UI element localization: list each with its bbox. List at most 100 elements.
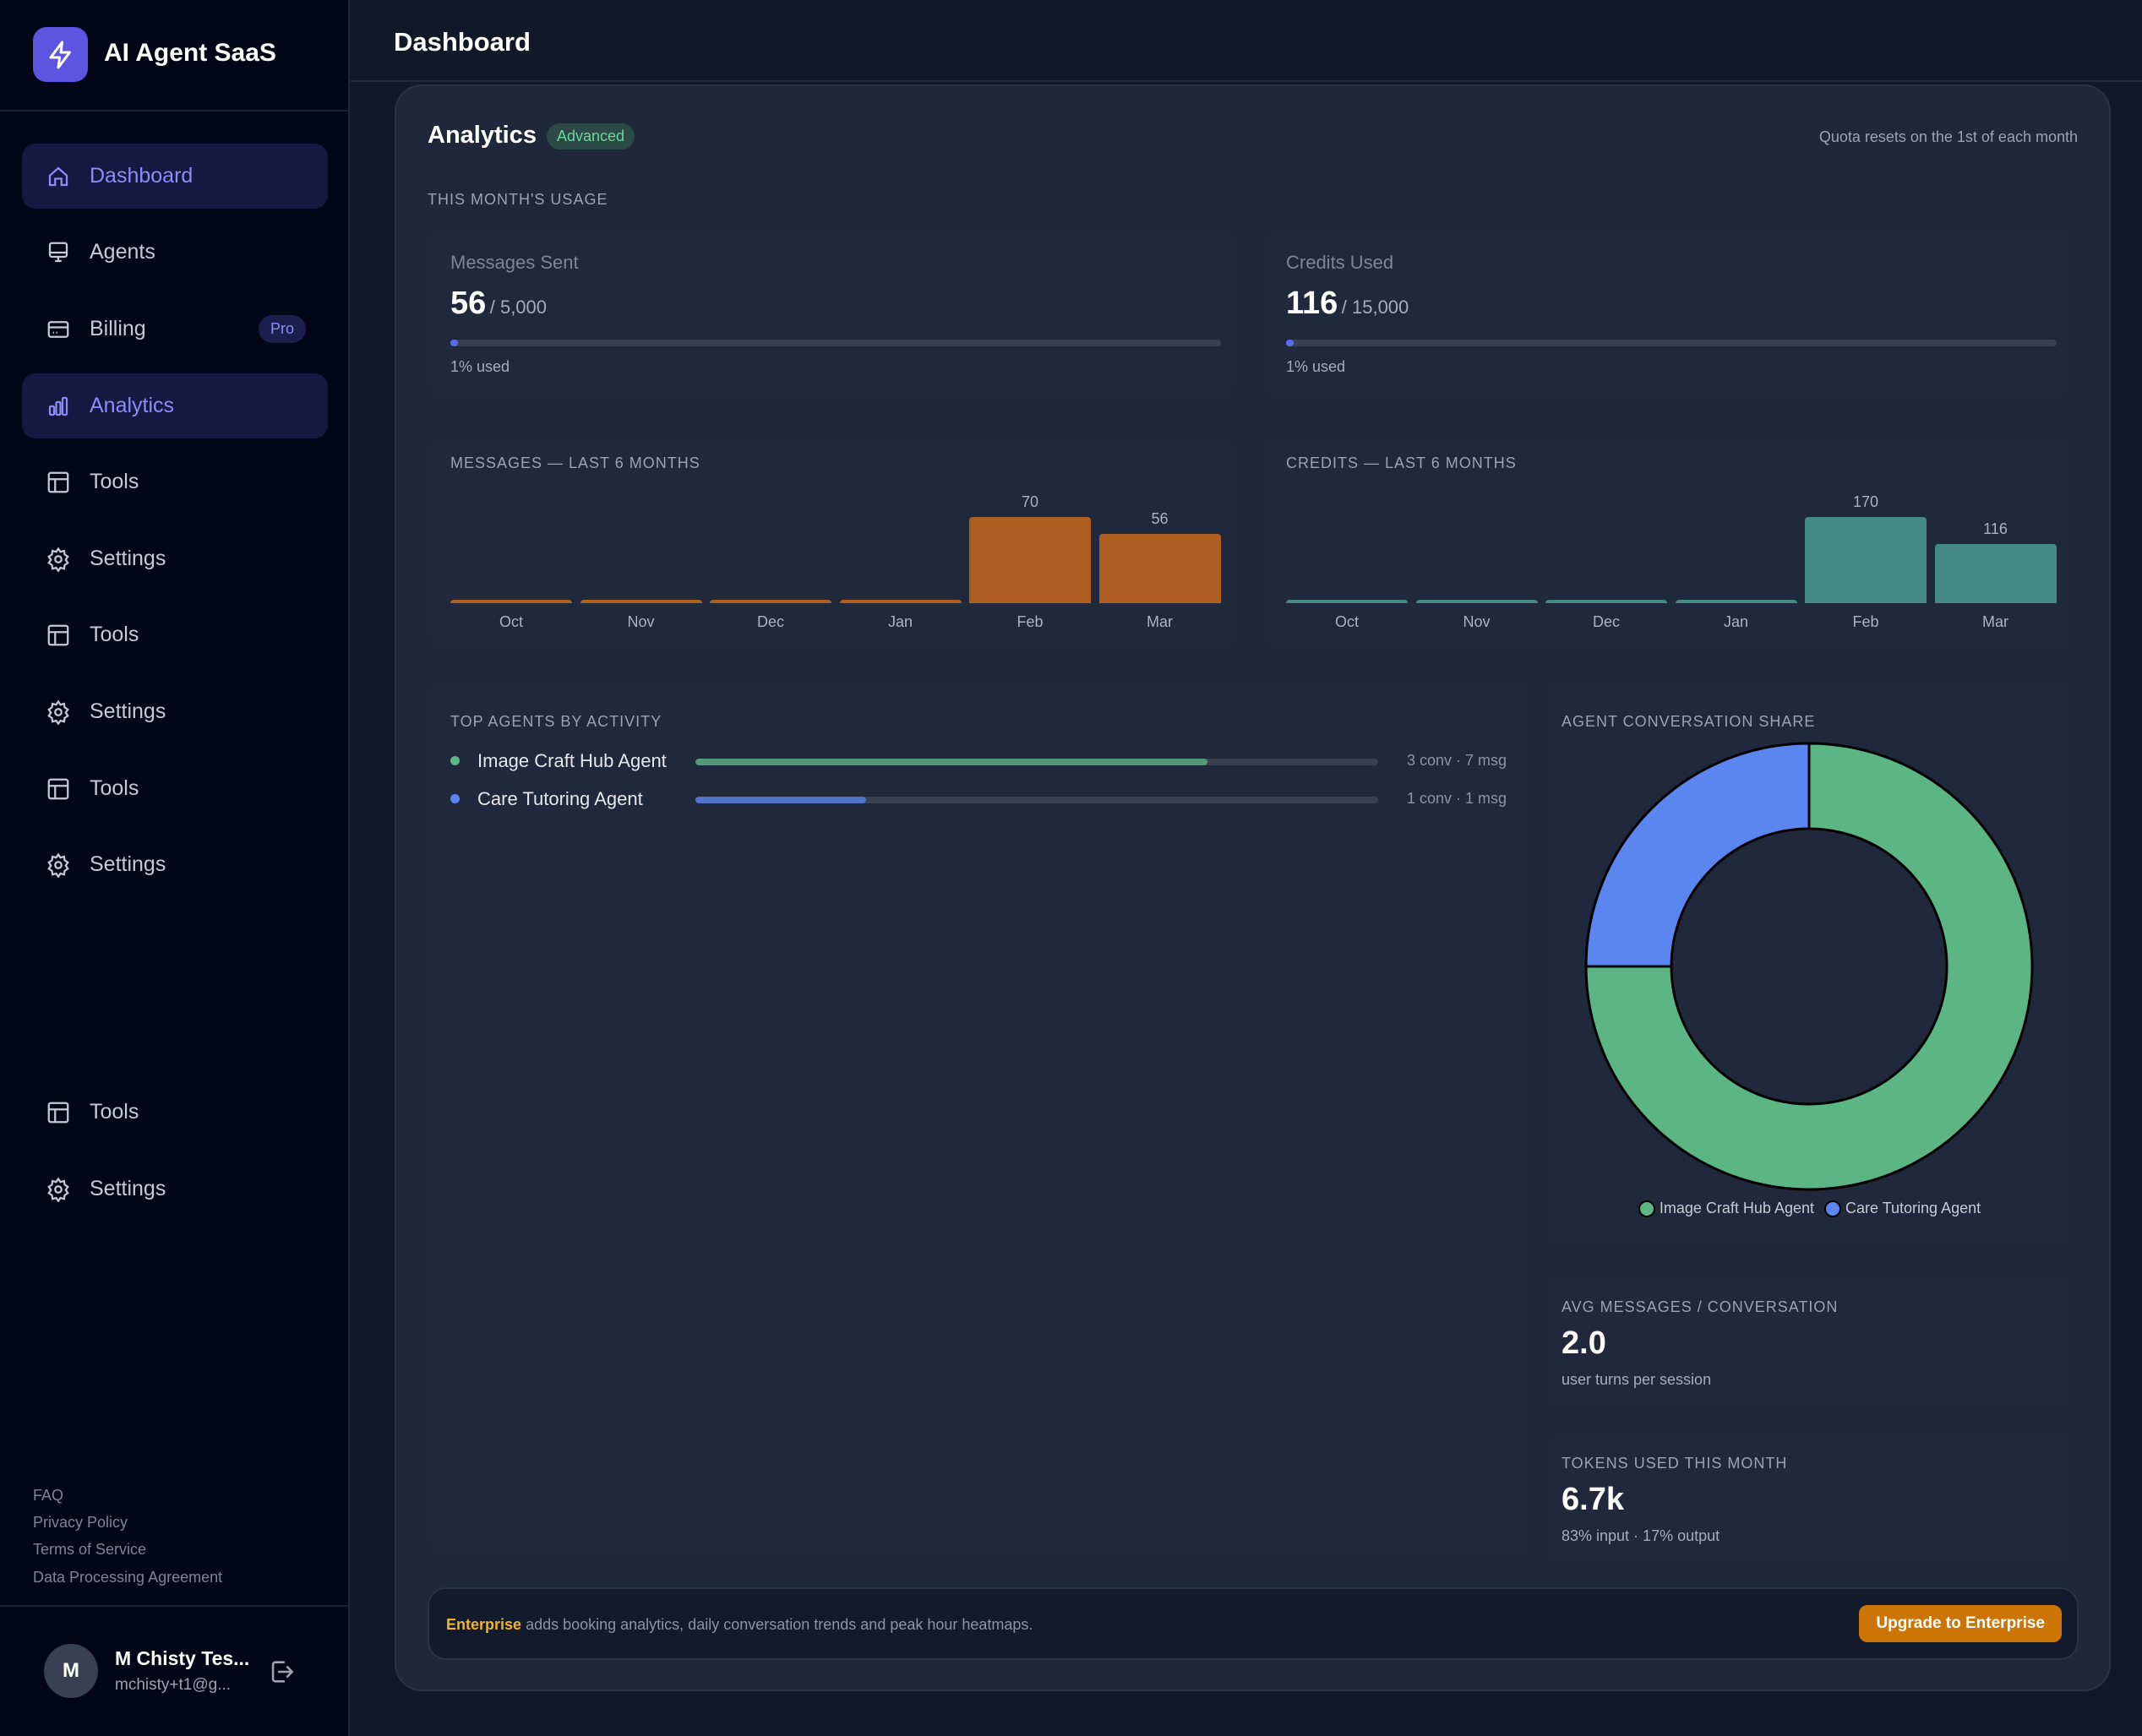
advanced-badge: Advanced (547, 123, 635, 150)
donut-legend: Image Craft Hub Agent Care Tutoring Agen… (1546, 1200, 2073, 1218)
messages-chart-title: MESSAGES — LAST 6 MONTHS (450, 454, 700, 471)
credits-progress (1286, 340, 2057, 346)
data-label: 70 (1021, 493, 1039, 510)
sidebar-item-agents[interactable]: Agents (22, 220, 328, 285)
upgrade-enterprise-button[interactable]: Upgrade to Enterprise (1859, 1605, 2062, 1642)
sidebar-item-label: Settings (90, 1177, 166, 1200)
messages-used: 1% used (450, 358, 510, 375)
terms-link[interactable]: Terms of Service (33, 1541, 147, 1558)
table-icon (47, 624, 69, 645)
credits-limit: / 15,000 (1341, 297, 1409, 318)
divider (0, 1605, 350, 1607)
user-name: M Chisty Tes... (115, 1647, 250, 1669)
tokens-sub: 83% input · 17% output (1562, 1527, 1720, 1544)
app-logo[interactable] (33, 27, 88, 82)
bar-oct[interactable] (1286, 600, 1408, 603)
sidebar-item-label: Dashboard (90, 164, 193, 188)
donut-slice-0[interactable] (1584, 742, 2034, 1191)
x-tick-label: Oct (1334, 613, 1359, 630)
gear-icon (47, 852, 69, 878)
user-email: mchisty+t1@g... (115, 1676, 232, 1694)
x-tick-label: Dec (1592, 613, 1620, 630)
agent-row[interactable]: Image Craft Hub Agent 3 conv · 7 msg (450, 748, 1515, 774)
pro-badge: Pro (258, 315, 306, 343)
messages-label: Messages Sent (450, 252, 579, 273)
sidebar-item-label: Billing (90, 317, 146, 340)
legend-item[interactable]: Image Craft Hub Agent (1638, 1200, 1814, 1218)
enterprise-banner: Enterprise adds booking analytics, daily… (428, 1587, 2079, 1660)
bar-jan[interactable] (1675, 600, 1797, 603)
messages-chart-card: MESSAGES — LAST 6 MONTHS Oct Nov Dec Jan Feb… (428, 434, 1237, 650)
table-icon (47, 778, 69, 799)
gear-icon (47, 699, 69, 725)
data-label: 56 (1151, 510, 1169, 528)
avatar[interactable]: M (44, 1644, 98, 1698)
conversation-share-card: AGENT CONVERSATION SHARE Image Craft Hub… (1546, 678, 2073, 1246)
tokens-card: TOKENS USED THIS MONTH 6.7k 83% input · … (1546, 1429, 2073, 1565)
bar-mar[interactable] (1934, 544, 2057, 603)
tokens-label: TOKENS USED THIS MONTH (1562, 1455, 1788, 1472)
x-tick-label: Oct (499, 613, 523, 630)
messages-value: 56 (450, 286, 487, 321)
sidebar-item-dashboard[interactable]: Dashboard (22, 144, 328, 209)
bar-dec[interactable] (1545, 600, 1667, 603)
bar-oct[interactable] (450, 600, 572, 603)
agent-dot-icon (450, 794, 460, 803)
share-title: AGENT CONVERSATION SHARE (1562, 713, 1816, 730)
logout-icon[interactable] (267, 1657, 296, 1686)
usage-label: THIS MONTH'S USAGE (428, 191, 608, 208)
donut-slice-1[interactable] (1584, 742, 1811, 968)
credits-usage-card: Credits Used 116 / 15,000 1% used (1263, 226, 2073, 400)
top-header: Dashboard (350, 0, 2142, 82)
x-tick-label: Jan (1723, 613, 1749, 630)
privacy-link[interactable]: Privacy Policy (33, 1514, 128, 1531)
messages-usage-card: Messages Sent 56 / 5,000 1% used (428, 226, 1237, 400)
agent-dot-icon (450, 756, 460, 765)
monitor-icon (48, 242, 68, 262)
x-tick-label: Feb (1852, 613, 1879, 630)
credits-label: Credits Used (1286, 252, 1394, 273)
agent-name: Care Tutoring Agent (477, 788, 643, 809)
agent-row[interactable]: Care Tutoring Agent 1 conv · 1 msg (450, 786, 1515, 812)
bar-jan[interactable] (839, 600, 962, 603)
quota-note: Quota resets on the 1st of each month (1818, 128, 2078, 145)
sidebar-item-billing[interactable]: Billing Pro (22, 297, 328, 362)
x-tick-label: Nov (627, 613, 655, 630)
credits-chart-card: CREDITS — LAST 6 MONTHS Oct Nov Dec Jan Feb 1… (1263, 434, 2073, 650)
legend-item[interactable]: Care Tutoring Agent (1824, 1200, 1981, 1218)
avg-value: 2.0 (1562, 1325, 1606, 1361)
faq-link[interactable]: FAQ (33, 1487, 64, 1504)
tokens-value: 6.7k (1562, 1482, 1624, 1517)
sidebar-item-tools[interactable]: Tools (22, 602, 328, 667)
analytics-panel: Analytics Advanced Quota resets on the 1… (395, 84, 2111, 1691)
bar-nov[interactable] (580, 600, 702, 603)
sidebar-item-analytics[interactable]: Analytics (22, 373, 328, 438)
sidebar-item-tools[interactable]: Tools (22, 449, 328, 514)
sidebar-item-tools[interactable]: Tools (22, 756, 328, 821)
legend-label: Care Tutoring Agent (1845, 1200, 1981, 1216)
x-tick-label: Feb (1016, 613, 1044, 630)
divider (0, 110, 350, 112)
top-agents-card: TOP AGENTS BY ACTIVITY Image Craft Hub A… (428, 678, 1530, 1556)
agent-activity-bar (695, 797, 1378, 803)
bar-feb[interactable] (969, 517, 1091, 603)
sidebar-item-settings[interactable]: Settings (22, 1156, 328, 1222)
sidebar-item-label: Settings (90, 852, 166, 876)
bar-mar[interactable] (1098, 534, 1221, 603)
messages-limit: / 5,000 (489, 297, 548, 318)
agent-stats: 1 conv · 1 msg (1406, 790, 1507, 807)
sidebar-item-tools[interactable]: Tools (22, 1080, 328, 1145)
data-label: 116 (1983, 520, 2008, 538)
bar-nov[interactable] (1415, 600, 1538, 603)
dpa-link[interactable]: Data Processing Agreement (33, 1569, 223, 1586)
table-icon (47, 1102, 69, 1123)
legend-swatch-icon (1638, 1200, 1655, 1218)
sidebar-item-settings[interactable]: Settings (22, 832, 328, 897)
sidebar-item-settings[interactable]: Settings (22, 679, 328, 744)
x-tick-label: Dec (756, 613, 784, 630)
sidebar-item-label: Agents (90, 240, 155, 264)
bar-feb[interactable] (1805, 517, 1927, 603)
bar-dec[interactable] (710, 600, 831, 603)
sidebar-item-label: Settings (90, 699, 166, 723)
sidebar-item-settings[interactable]: Settings (22, 526, 328, 591)
